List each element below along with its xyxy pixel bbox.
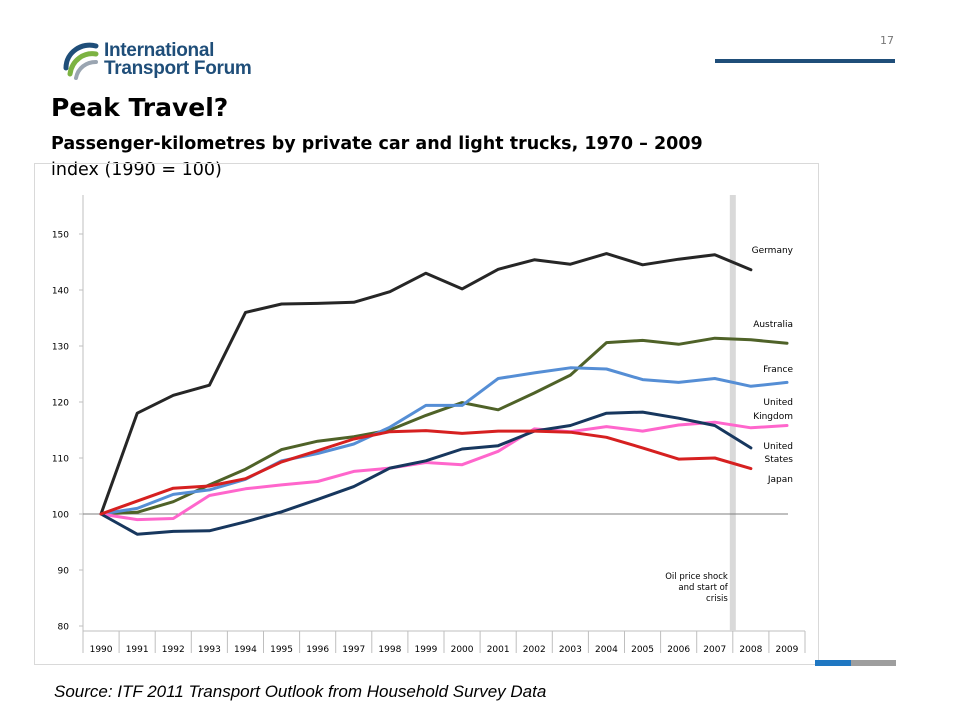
x-tick-label: 2007 [703, 645, 726, 655]
x-tick-label: 1990 [90, 645, 113, 655]
series-line-australia [99, 336, 789, 516]
logo-text-line2: Transport Forum [104, 58, 252, 79]
series-line-united-kingdom [99, 420, 789, 522]
oil-shock-annotation: crisis [706, 594, 728, 604]
series-line-japan [99, 429, 753, 516]
x-tick-label: 2000 [451, 645, 474, 655]
chart-frame [34, 163, 819, 665]
x-tick-label: 2008 [739, 645, 762, 655]
x-tick-label: 2006 [667, 645, 690, 655]
page-number: 17 [880, 34, 894, 47]
x-tick-label: 2002 [523, 645, 546, 655]
source-note: Source: ITF 2011 Transport Outlook from … [54, 682, 547, 701]
x-tick-label: 1992 [162, 645, 185, 655]
y-tick-label: 120 [52, 399, 69, 409]
series-line-germany [99, 252, 753, 516]
oil-shock-annotation: Oil price shock [665, 572, 728, 582]
series-line-united-states [99, 410, 753, 536]
header-rule [715, 59, 895, 63]
footer-color-bars [815, 660, 896, 666]
series-label-australia: Australia [753, 320, 793, 330]
series-label-united-kingdom: United [763, 398, 793, 408]
x-tick-label: 2004 [595, 645, 618, 655]
x-tick-label: 2009 [775, 645, 798, 655]
oil-shock-band [729, 195, 736, 631]
footer-bar-blue [815, 660, 851, 666]
footer-bar-grey [851, 660, 896, 666]
x-tick-label: 1993 [198, 645, 221, 655]
x-tick-label: 2003 [559, 645, 582, 655]
x-tick-label: 1997 [342, 645, 365, 655]
slide-title: Peak Travel? [51, 93, 229, 122]
series-label-united-states: States [764, 455, 793, 465]
x-tick-label: 1999 [414, 645, 437, 655]
series-line-france [99, 366, 789, 516]
x-tick-label: 1996 [306, 645, 329, 655]
y-tick-label: 80 [58, 623, 70, 633]
x-tick-label: 2005 [631, 645, 654, 655]
series-label-united-kingdom: Kingdom [753, 412, 793, 422]
y-tick-label: 150 [52, 231, 69, 241]
slide-subtitle: Passenger-kilometres by private car and … [51, 134, 703, 154]
x-tick-label: 2001 [487, 645, 510, 655]
series-label-germany: Germany [752, 246, 794, 256]
y-tick-label: 130 [52, 343, 69, 353]
unit-label: index (1990 = 100) [51, 160, 222, 180]
logo-text-line1: International [104, 40, 215, 61]
logo-swoosh-icon [63, 42, 99, 80]
x-tick-label: 1994 [234, 645, 257, 655]
itf-logo: International Transport Forum [62, 38, 262, 82]
series-label-united-states: United [763, 442, 793, 452]
y-tick-label: 100 [52, 511, 69, 521]
y-tick-label: 90 [58, 567, 70, 577]
x-tick-label: 1995 [270, 645, 293, 655]
x-tick-label: 1998 [378, 645, 401, 655]
y-tick-label: 110 [52, 455, 69, 465]
x-tick-label: 1991 [126, 645, 149, 655]
y-tick-label: 140 [52, 287, 69, 297]
oil-shock-annotation: and start of [678, 583, 728, 593]
series-label-france: France [763, 365, 793, 375]
series-label-japan: Japan [767, 475, 793, 485]
